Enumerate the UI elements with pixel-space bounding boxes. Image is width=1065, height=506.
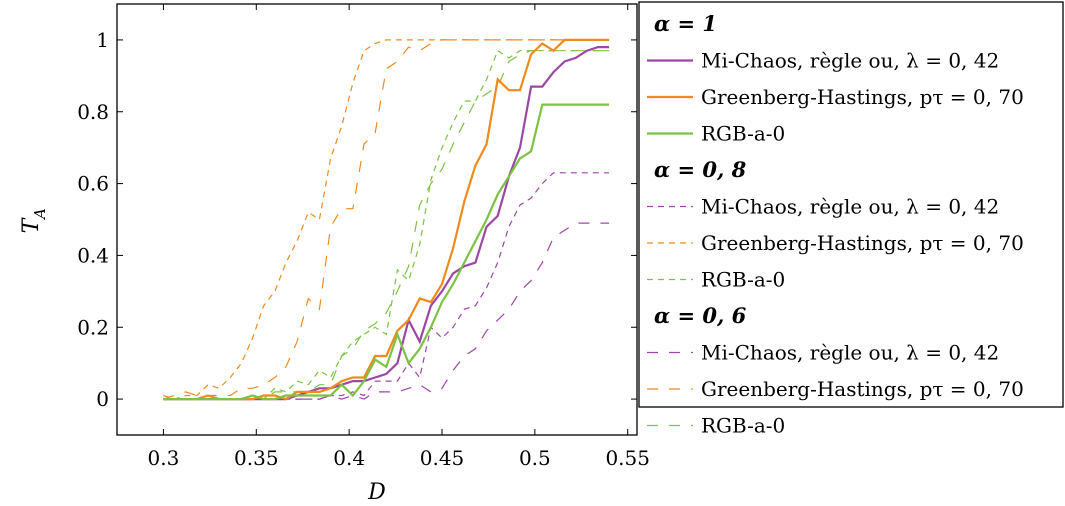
legend-heading-1: α = 1: [654, 11, 717, 36]
series-line-1-rgb-a-0: [163, 103, 610, 401]
x-tick-label: 0.5: [519, 446, 551, 470]
legend-label-greenberg-hastings-p-0-70: Greenberg-Hastings, pτ = 0, 70: [701, 231, 1024, 255]
series-line-1-mi-chaos-r-gle-ou-0-42: [163, 45, 610, 401]
series-line-0-8-rgb-a-0: [163, 49, 610, 400]
series-line-0-8-greenberg-hastings-p-0-70: [163, 39, 610, 400]
y-tick-label: 0.8: [77, 100, 109, 124]
legend-label-greenberg-hastings-p-0-70: Greenberg-Hastings, pτ = 0, 70: [701, 85, 1024, 109]
legend: α = 1 Mi-Chaos, règle ou, λ = 0, 42 Greenb…: [638, 1, 1064, 438]
series-line-1-greenberg-hastings-p-0-70: [163, 38, 610, 401]
y-tick-label: 0: [96, 387, 109, 411]
series-line-0-6-greenberg-hastings-p-0-70: [163, 39, 610, 400]
x-tick-label: 0.55: [605, 446, 650, 470]
y-tick-label: 0.2: [77, 315, 109, 339]
y-tick-label: 1: [96, 28, 109, 52]
y-axis-label-subscript: A: [31, 208, 49, 221]
y-axis-label: T A: [19, 208, 49, 233]
legend-label-rgb-a-0: RGB-a-0: [701, 122, 785, 146]
legend-label-mi-chaos-r-gle-ou-0-42: Mi-Chaos, règle ou, λ = 0, 42: [701, 195, 999, 219]
y-tick-label: 0.4: [77, 243, 109, 267]
legend-label-mi-chaos-r-gle-ou-0-42: Mi-Chaos, règle ou, λ = 0, 42: [701, 49, 999, 73]
plot-lines: [163, 38, 610, 401]
x-tick-label: 0.35: [234, 446, 279, 470]
legend-label-mi-chaos-r-gle-ou-0-42: Mi-Chaos, règle ou, λ = 0, 42: [701, 341, 999, 365]
y-tick-label: 0.6: [77, 172, 109, 196]
x-axis-label: D: [367, 480, 386, 505]
legend-label-greenberg-hastings-p-0-70: Greenberg-Hastings, pτ = 0, 70: [701, 377, 1024, 401]
plot-frame: [116, 3, 638, 436]
x-tick-label: 0.4: [333, 446, 365, 470]
legend-heading-0-6: α = 0, 6: [654, 303, 747, 328]
x-tick-label: 0.45: [420, 446, 465, 470]
x-tick-label: 0.3: [148, 446, 180, 470]
axis-ticks: 0.3 0.35 0.4 0.45 0.5 0.55 0 0.2 0.4 0.6 0.8 1: [77, 4, 650, 470]
series-line-0-6-rgb-a-0: [163, 50, 610, 400]
legend-label-rgb-a-0: RGB-a-0: [701, 268, 785, 292]
legend-label-rgb-a-0: RGB-a-0: [701, 414, 785, 438]
series-line-0-8-mi-chaos-r-gle-ou-0-42: [163, 172, 610, 400]
y-axis-label-main: T: [19, 216, 44, 233]
legend-box: [638, 1, 1064, 408]
legend-heading-0-8: α = 0, 8: [654, 157, 747, 182]
